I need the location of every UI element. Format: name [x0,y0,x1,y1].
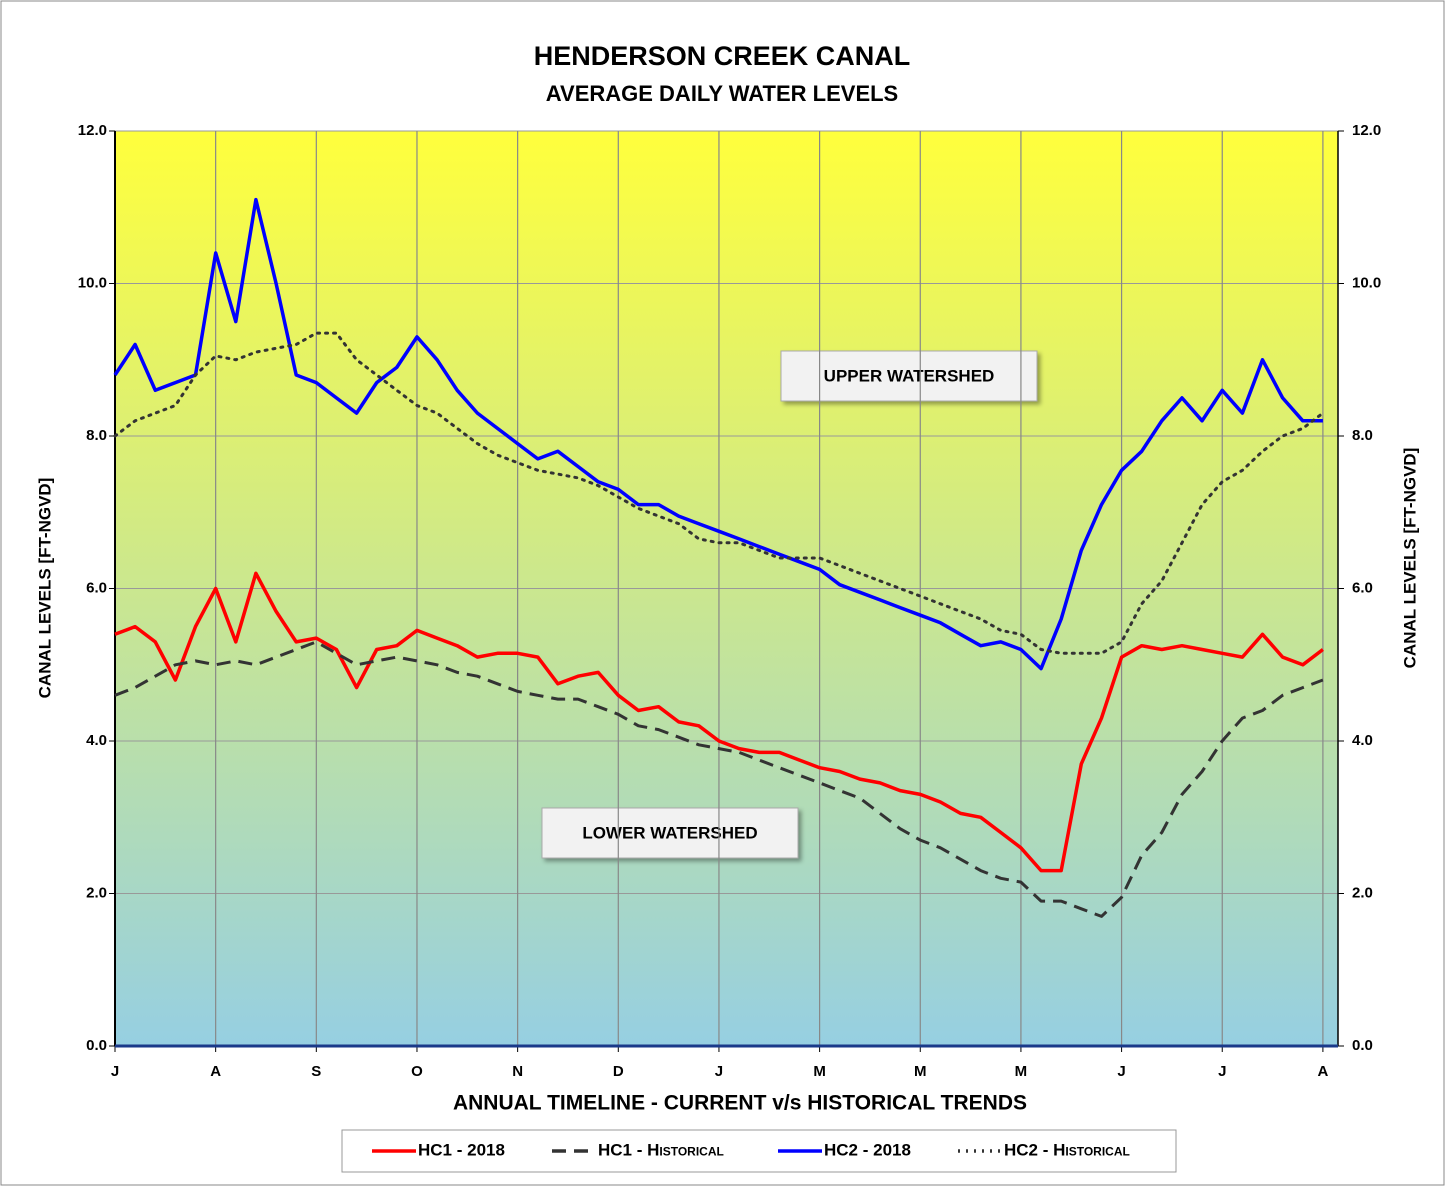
x-tick-label: S [311,1063,321,1080]
series-line [113,197,1323,671]
legend-item: HC1 - Historical [552,1140,724,1159]
legend-label: HC1 - 2018 [418,1140,505,1159]
x-tick-label: J [1218,1063,1226,1080]
annotation-box [541,807,799,859]
annotation-text: LOWER WATERSHED [582,823,757,842]
chart-title: HENDERSON CREEK CANAL [534,41,911,71]
y-tick-label: 4.0 [86,732,107,749]
legend-item: HC2 - 2018 [778,1140,911,1159]
y-tick-label: 0.0 [86,1037,107,1054]
x-tick-label: J [1117,1063,1125,1080]
x-tick-label: D [613,1063,624,1080]
annotation-box [780,350,1038,402]
y2-tick-label: 4.0 [1352,732,1373,749]
y-tick-label: 10.0 [78,274,107,291]
annotation-text: UPPER WATERSHED [824,366,995,385]
y2-tick-label: 2.0 [1352,884,1373,901]
y-tick-label: 2.0 [86,884,107,901]
y2-tick-label: 10.0 [1352,274,1381,291]
y2-axis-title: CANAL LEVELS [FT-NGVD] [1400,448,1419,669]
legend-item: HC1 - 2018 [372,1140,505,1159]
x-tick-label: M [813,1063,826,1080]
legend-label: HC2 - Historical [1004,1140,1130,1159]
y2-tick-label: 6.0 [1352,579,1373,596]
legend-label: HC2 - 2018 [824,1140,911,1159]
x-tick-label: J [111,1063,119,1080]
x-tick-label: O [411,1063,423,1080]
y-tick-label: 6.0 [86,579,107,596]
annotation-upper: UPPER WATERSHED [780,350,1038,402]
series-line [113,331,1325,655]
x-tick-label: J [715,1063,723,1080]
legend-item: HC2 - Historical [958,1140,1130,1159]
chart-subtitle: AVERAGE DAILY WATER LEVELS [546,81,898,106]
series-line [114,571,1324,873]
y-tick-label: 8.0 [86,427,107,444]
y2-tick-label: 0.0 [1352,1037,1373,1054]
y-axis-title: CANAL LEVELS [FT-NGVD] [35,478,54,699]
y2-tick-label: 8.0 [1352,427,1373,444]
x-axis-title: ANNUAL TIMELINE - CURRENT v/s HISTORICAL… [453,1092,1027,1115]
x-tick-label: M [914,1063,927,1080]
x-tick-label: A [1317,1063,1328,1080]
legend [341,1129,1177,1173]
legend-label: HC1 - Historical [598,1140,724,1159]
series-line [114,640,1324,918]
y2-tick-label: 12.0 [1352,122,1381,139]
x-tick-label: N [512,1063,523,1080]
x-tick-label: M [1015,1063,1028,1080]
annotation-lower: LOWER WATERSHED [541,807,799,859]
x-tick-label: A [210,1063,221,1080]
y-tick-label: 12.0 [78,122,107,139]
